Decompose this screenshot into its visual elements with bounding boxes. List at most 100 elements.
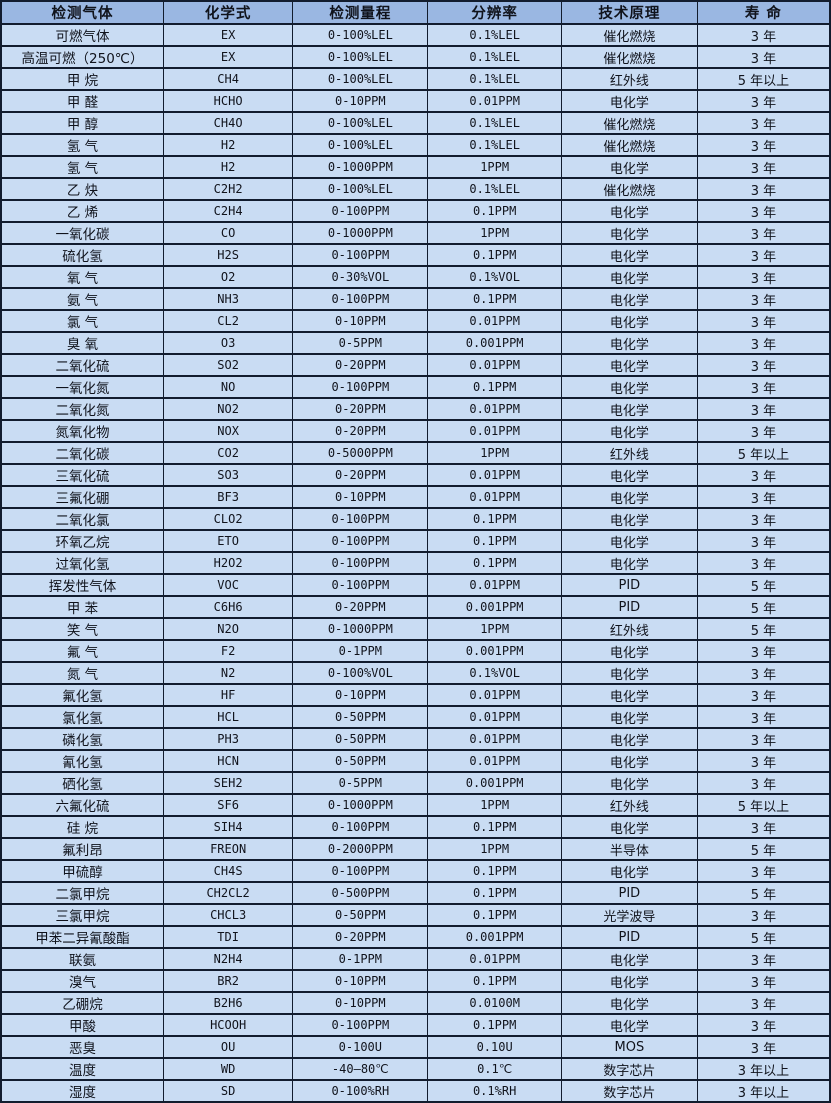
cell-formula: TDI	[162, 925, 294, 949]
cell-principle: 电化学	[560, 771, 698, 795]
cell-gas-name: 甲 苯	[0, 595, 164, 619]
cell-lifespan: 3 年	[696, 749, 831, 773]
cell-gas-name: 磷化氢	[0, 727, 164, 751]
cell-formula: BR2	[162, 969, 294, 993]
cell-lifespan: 3 年	[696, 551, 831, 575]
cell-resolution: 0.1PPM	[427, 529, 562, 553]
cell-gas-name: 甲酸	[0, 1013, 164, 1037]
cell-gas-name: 笑 气	[0, 617, 164, 641]
cell-formula: HCOOH	[162, 1013, 294, 1037]
cell-lifespan: 3 年	[696, 903, 831, 927]
cell-lifespan: 5 年	[696, 573, 831, 597]
cell-gas-name: 乙 炔	[0, 177, 164, 201]
cell-principle: 电化学	[560, 991, 698, 1015]
cell-lifespan: 3 年	[696, 265, 831, 289]
cell-gas-name: 甲硫醇	[0, 859, 164, 883]
cell-lifespan: 3 年	[696, 45, 831, 69]
cell-lifespan: 3 年	[696, 683, 831, 707]
table-row: 氟 气 F2 0-1PPM 0.001PPM 电化学 3 年	[0, 639, 831, 663]
table-row: 环氧乙烷 ETO 0-100PPM 0.1PPM 电化学 3 年	[0, 529, 831, 553]
cell-principle: 红外线	[560, 793, 698, 817]
cell-lifespan: 3 年	[696, 661, 831, 685]
cell-resolution: 0.1℃	[427, 1057, 562, 1081]
cell-principle: 电化学	[560, 89, 698, 113]
cell-principle: 电化学	[560, 661, 698, 685]
cell-lifespan: 3 年	[696, 177, 831, 201]
cell-resolution: 0.01PPM	[427, 705, 562, 729]
cell-formula: O3	[162, 331, 294, 355]
cell-range: 0-100%LEL	[292, 23, 429, 47]
cell-formula: CH2CL2	[162, 881, 294, 905]
cell-gas-name: 联氨	[0, 947, 164, 971]
cell-lifespan: 3 年	[696, 331, 831, 355]
cell-range: 0-100%LEL	[292, 133, 429, 157]
cell-range: 0-100PPM	[292, 859, 429, 883]
cell-lifespan: 3 年	[696, 1035, 831, 1059]
cell-gas-name: 环氧乙烷	[0, 529, 164, 553]
cell-resolution: 0.01PPM	[427, 89, 562, 113]
cell-formula: C2H4	[162, 199, 294, 223]
cell-lifespan: 3 年	[696, 155, 831, 179]
cell-formula: B2H6	[162, 991, 294, 1015]
cell-principle: 催化燃烧	[560, 45, 698, 69]
table-row: 溴气 BR2 0-10PPM 0.1PPM 电化学 3 年	[0, 969, 831, 993]
cell-resolution: 0.1PPM	[427, 507, 562, 531]
cell-gas-name: 湿度	[0, 1079, 164, 1103]
table-row: 氨 气 NH3 0-100PPM 0.1PPM 电化学 3 年	[0, 287, 831, 311]
cell-range: 0-500PPM	[292, 881, 429, 905]
cell-resolution: 0.10U	[427, 1035, 562, 1059]
table-row: 甲 烷 CH4 0-100%LEL 0.1%LEL 红外线 5 年以上	[0, 67, 831, 91]
cell-principle: 电化学	[560, 155, 698, 179]
cell-principle: 电化学	[560, 221, 698, 245]
cell-formula: CO2	[162, 441, 294, 465]
cell-resolution: 0.01PPM	[427, 485, 562, 509]
cell-principle: 红外线	[560, 67, 698, 91]
cell-resolution: 0.1%RH	[427, 1079, 562, 1103]
cell-formula: N2O	[162, 617, 294, 641]
cell-principle: 数字芯片	[560, 1057, 698, 1081]
cell-principle: MOS	[560, 1035, 698, 1059]
cell-lifespan: 3 年	[696, 947, 831, 971]
cell-lifespan: 3 年	[696, 815, 831, 839]
cell-principle: 数字芯片	[560, 1079, 698, 1103]
cell-lifespan: 3 年	[696, 639, 831, 663]
cell-formula: ETO	[162, 529, 294, 553]
cell-principle: 电化学	[560, 353, 698, 377]
cell-formula: SIH4	[162, 815, 294, 839]
cell-resolution: 1PPM	[427, 441, 562, 465]
table-row: 氧 气 O2 0-30%VOL 0.1%VOL 电化学 3 年	[0, 265, 831, 289]
table-body: 可燃气体 EX 0-100%LEL 0.1%LEL 催化燃烧 3 年高温可燃（250℃） E…	[0, 23, 831, 1103]
cell-resolution: 0.1PPM	[427, 815, 562, 839]
cell-resolution: 0.1PPM	[427, 287, 562, 311]
table-row: 挥发性气体 VOC 0-100PPM 0.01PPM PID 5 年	[0, 573, 831, 597]
cell-lifespan: 3 年	[696, 133, 831, 157]
cell-gas-name: 氯 气	[0, 309, 164, 333]
cell-resolution: 0.1%VOL	[427, 661, 562, 685]
cell-gas-name: 氢 气	[0, 155, 164, 179]
cell-resolution: 0.01PPM	[427, 683, 562, 707]
cell-lifespan: 3 年	[696, 23, 831, 47]
cell-formula: CL2	[162, 309, 294, 333]
cell-range: 0-20PPM	[292, 463, 429, 487]
table-row: 乙 烯 C2H4 0-100PPM 0.1PPM 电化学 3 年	[0, 199, 831, 223]
cell-principle: 电化学	[560, 397, 698, 421]
cell-formula: CH4S	[162, 859, 294, 883]
cell-principle: 电化学	[560, 705, 698, 729]
cell-resolution: 0.1PPM	[427, 969, 562, 993]
cell-resolution: 0.1%LEL	[427, 177, 562, 201]
cell-formula: SF6	[162, 793, 294, 817]
cell-principle: 催化燃烧	[560, 111, 698, 135]
cell-range: 0-50PPM	[292, 749, 429, 773]
cell-range: 0-10PPM	[292, 969, 429, 993]
cell-principle: 电化学	[560, 309, 698, 333]
cell-lifespan: 3 年	[696, 485, 831, 509]
cell-lifespan: 3 年	[696, 243, 831, 267]
cell-resolution: 0.1PPM	[427, 903, 562, 927]
cell-range: 0-50PPM	[292, 705, 429, 729]
cell-gas-name: 甲 醇	[0, 111, 164, 135]
cell-formula: HF	[162, 683, 294, 707]
table-row: 氢 气 H2 0-100%LEL 0.1%LEL 催化燃烧 3 年	[0, 133, 831, 157]
cell-principle: 电化学	[560, 551, 698, 575]
cell-principle: 半导体	[560, 837, 698, 861]
cell-lifespan: 5 年	[696, 925, 831, 949]
